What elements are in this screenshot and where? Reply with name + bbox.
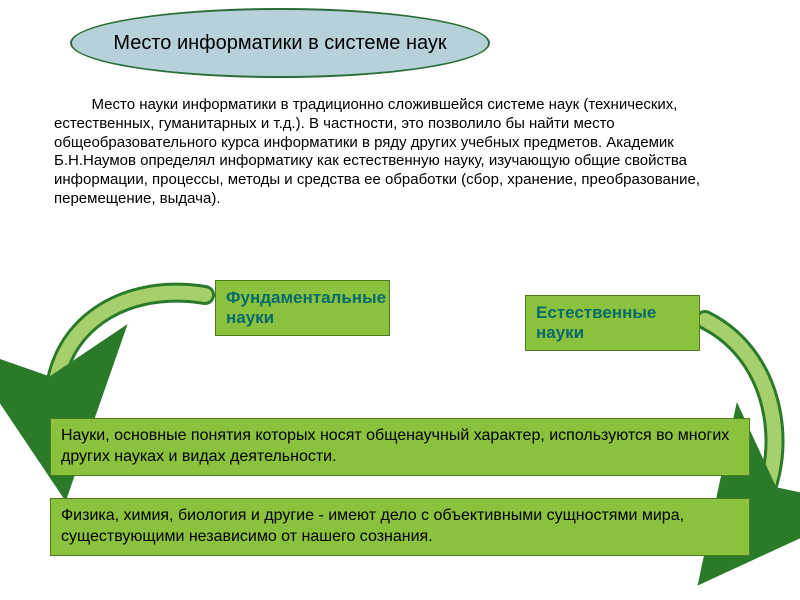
box-def2: Физика, химия, биология и другие - имеют…	[50, 498, 750, 556]
box-def1-text: Науки, основные понятия которых носят об…	[61, 427, 729, 465]
box-natural: Естественные науки	[525, 295, 700, 351]
box-fundamental-label: Фундаментальные науки	[226, 288, 386, 327]
box-def2-text: Физика, химия, биология и другие - имеют…	[61, 507, 684, 545]
box-fundamental: Фундаментальные науки	[215, 280, 390, 336]
box-def1: Науки, основные понятия которых носят об…	[50, 418, 750, 476]
box-natural-label: Естественные науки	[536, 303, 656, 342]
